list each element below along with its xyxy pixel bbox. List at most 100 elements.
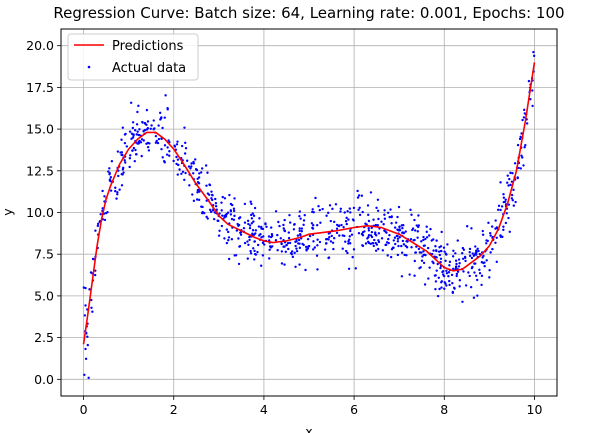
- y-tick-label: 20.0: [26, 38, 54, 53]
- actual-data-point: [133, 129, 137, 132]
- actual-data-point: [409, 238, 413, 241]
- actual-data-point: [348, 242, 352, 245]
- actual-data-point: [304, 268, 307, 272]
- actual-data-point: [444, 259, 447, 263]
- actual-data-point: [346, 210, 349, 213]
- actual-data-point: [396, 215, 399, 219]
- actual-data-point: [424, 253, 427, 257]
- actual-data-point: [393, 226, 397, 229]
- actual-data-point: [229, 209, 233, 213]
- actual-data-point: [116, 193, 119, 196]
- actual-data-point: [129, 101, 133, 104]
- actual-data-point: [380, 237, 384, 240]
- actual-data-point: [495, 260, 498, 264]
- actual-data-point: [329, 219, 332, 223]
- actual-data-point: [312, 240, 315, 243]
- actual-data-point: [345, 249, 348, 253]
- actual-data-point: [130, 132, 134, 135]
- actual-data-point: [302, 223, 305, 227]
- actual-data-point: [276, 249, 279, 252]
- actual-data-point: [400, 275, 404, 278]
- actual-data-point: [354, 267, 357, 270]
- actual-data-point: [397, 205, 401, 209]
- actual-data-point: [252, 247, 255, 250]
- actual-data-point: [473, 253, 476, 256]
- actual-data-point: [417, 214, 420, 217]
- actual-data-point: [125, 145, 129, 148]
- actual-data-point: [519, 135, 522, 139]
- actual-data-point: [332, 247, 335, 251]
- actual-data-point: [254, 232, 257, 235]
- actual-data-point: [223, 237, 226, 240]
- actual-data-point: [372, 218, 375, 221]
- actual-data-point: [521, 156, 524, 159]
- actual-data-point: [383, 217, 387, 220]
- actual-data-point: [392, 246, 395, 249]
- actual-data-point: [294, 244, 297, 248]
- actual-data-point: [384, 243, 388, 247]
- actual-data-point: [250, 222, 254, 225]
- actual-data-point: [373, 232, 377, 236]
- actual-data-point: [172, 159, 175, 163]
- actual-data-point: [210, 190, 213, 193]
- actual-data-point: [343, 211, 346, 214]
- actual-data-point: [439, 245, 443, 248]
- actual-data-point: [436, 262, 439, 266]
- actual-data-point: [361, 210, 364, 214]
- actual-data-point: [250, 217, 254, 220]
- actual-data-point: [283, 229, 286, 232]
- actual-data-point: [523, 112, 526, 115]
- actual-data-point: [470, 256, 474, 260]
- actual-data-point: [123, 141, 127, 145]
- actual-data-point: [250, 202, 253, 206]
- actual-data-point: [178, 168, 181, 171]
- actual-data-point: [376, 224, 379, 227]
- actual-data-point: [149, 127, 152, 131]
- actual-data-point: [211, 209, 215, 212]
- actual-data-point: [226, 230, 230, 234]
- actual-data-point: [327, 211, 330, 215]
- actual-data-point: [425, 236, 429, 239]
- actual-data-point: [104, 211, 108, 215]
- actual-data-point: [419, 266, 422, 269]
- actual-data-point: [342, 225, 345, 229]
- actual-data-point: [502, 228, 505, 232]
- actual-data-point: [121, 126, 125, 129]
- actual-data-point: [109, 176, 113, 179]
- actual-data-point: [435, 269, 438, 272]
- actual-data-point: [180, 144, 184, 148]
- actual-data-point: [254, 229, 258, 232]
- actual-data-point: [129, 154, 132, 157]
- actual-data-point: [116, 150, 120, 153]
- actual-data-point: [422, 250, 425, 253]
- actual-data-point: [508, 177, 511, 181]
- actual-data-point: [437, 276, 440, 279]
- x-axis-title: x: [305, 424, 312, 433]
- actual-data-point: [140, 154, 143, 158]
- actual-data-point: [132, 146, 136, 150]
- actual-data-point: [227, 239, 230, 242]
- actual-data-point: [173, 145, 177, 148]
- actual-data-point: [312, 211, 315, 214]
- actual-data-point: [442, 246, 446, 249]
- actual-data-point: [177, 163, 180, 167]
- actual-data-point: [375, 243, 379, 246]
- actual-data-point: [462, 270, 465, 273]
- actual-data-point: [502, 193, 505, 196]
- actual-data-point: [426, 246, 430, 250]
- actual-data-point: [472, 296, 476, 299]
- actual-data-point: [432, 261, 435, 265]
- actual-data-point: [218, 212, 221, 215]
- actual-data-point: [82, 286, 86, 289]
- actual-data-point: [327, 256, 331, 259]
- actual-data-point: [357, 231, 361, 235]
- actual-data-point: [390, 215, 393, 219]
- actual-data-point: [347, 240, 350, 243]
- actual-data-point: [316, 223, 319, 227]
- prediction-series: [82, 62, 536, 345]
- actual-data-point: [499, 181, 502, 184]
- actual-data-point: [464, 284, 468, 287]
- actual-data-point: [455, 274, 458, 278]
- actual-data-point: [150, 124, 153, 127]
- actual-data-point: [118, 188, 121, 191]
